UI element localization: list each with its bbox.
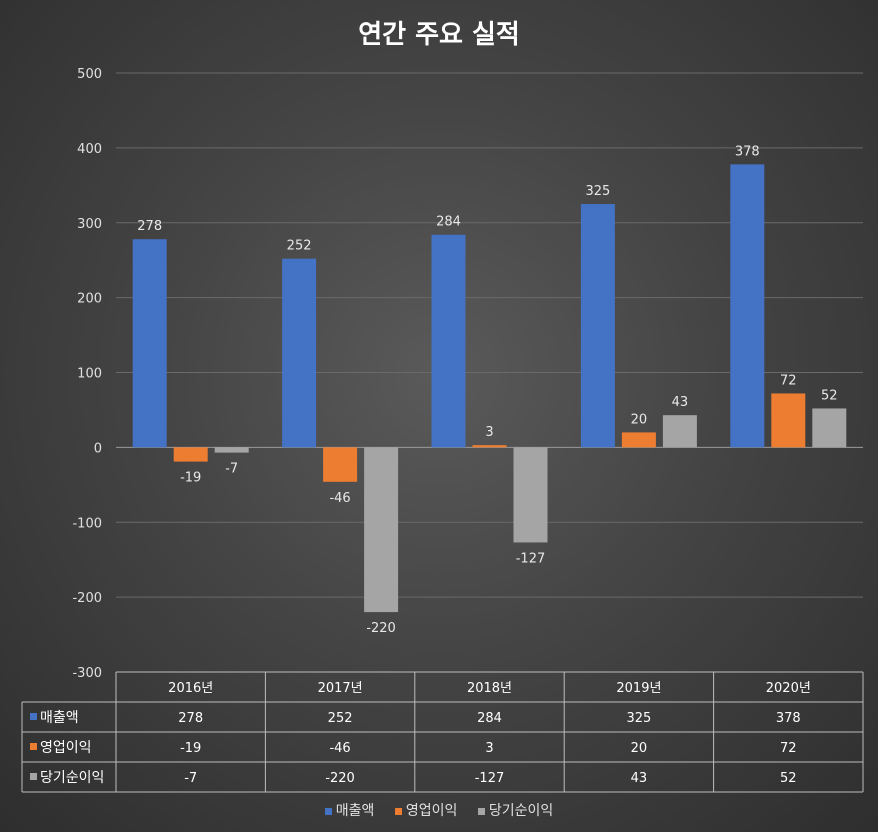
bar (513, 447, 548, 543)
table-cell: 3 (485, 741, 493, 756)
bar (621, 432, 656, 448)
table-cell: 52 (780, 771, 797, 786)
table-cell: -7 (184, 771, 197, 786)
table-row-label: 매출액 (40, 710, 79, 726)
table-cell: -127 (475, 771, 505, 786)
table-cell: -46 (329, 741, 350, 756)
legend-swatch-net-income (477, 807, 485, 815)
data-label: 52 (821, 388, 838, 403)
data-label: 20 (631, 412, 648, 427)
bar (132, 239, 167, 448)
table-cell: 325 (626, 711, 651, 726)
bar (323, 447, 358, 482)
chart-legend: 매출액 영업이익 당기순이익 (0, 800, 878, 820)
data-label: -19 (180, 471, 201, 486)
table-cell: 43 (631, 771, 648, 786)
y-tick-label: -300 (72, 666, 102, 681)
table-legend-swatch (30, 773, 37, 780)
y-tick-label: -100 (72, 516, 102, 531)
data-label: -127 (516, 551, 546, 566)
x-tick-label: 2016년 (168, 681, 213, 696)
legend-swatch-sales (324, 807, 332, 815)
table-legend-swatch (30, 743, 37, 750)
table-cell: 284 (477, 711, 502, 726)
table-cell: 20 (631, 741, 648, 756)
table-cell: 252 (328, 711, 353, 726)
data-label: 378 (735, 144, 760, 159)
legend-item-sales: 매출액 (324, 800, 375, 820)
bar (771, 393, 806, 448)
legend-label-sales: 매출액 (335, 803, 375, 819)
legend-label-net-income: 당기순이익 (488, 803, 554, 819)
table-cell: 378 (776, 711, 801, 726)
table-row-label: 영업이익 (40, 740, 92, 756)
y-tick-label: 400 (77, 142, 102, 157)
data-label: 284 (436, 215, 461, 230)
data-label: 72 (780, 373, 797, 388)
chart-title: 연간 주요 실적 (358, 20, 520, 50)
legend-label-operating-profit: 영업이익 (405, 803, 458, 819)
x-tick-label: 2019년 (616, 681, 661, 696)
data-label: -220 (366, 621, 396, 636)
bar (730, 164, 765, 448)
y-tick-label: -200 (72, 591, 102, 606)
y-tick-label: 100 (77, 367, 102, 382)
data-label: 3 (485, 425, 493, 440)
data-label: 43 (672, 395, 689, 410)
x-tick-label: 2018년 (467, 681, 512, 696)
bar (662, 415, 697, 448)
y-tick-label: 200 (77, 292, 102, 307)
bar (364, 447, 399, 613)
x-tick-label: 2017년 (318, 681, 363, 696)
y-tick-label: 300 (77, 217, 102, 232)
table-cell: -220 (325, 771, 355, 786)
table-row-label: 당기순이익 (40, 770, 104, 786)
bar (173, 447, 208, 462)
data-label: -7 (225, 462, 238, 477)
bar (812, 408, 847, 448)
data-label: 252 (287, 239, 312, 254)
table-cell: 278 (178, 711, 203, 726)
legend-swatch-operating-profit (394, 807, 402, 815)
bar (214, 447, 249, 453)
table-cell: -19 (180, 741, 201, 756)
legend-item-net-income: 당기순이익 (477, 800, 554, 820)
bar (431, 234, 466, 448)
bar (282, 258, 317, 448)
table-legend-swatch (30, 713, 37, 720)
x-tick-label: 2020년 (766, 681, 811, 696)
data-label: 325 (585, 184, 610, 199)
data-label: -46 (329, 491, 350, 506)
legend-item-operating-profit: 영업이익 (394, 800, 458, 820)
bar (580, 204, 615, 448)
y-tick-label: 500 (77, 67, 102, 82)
y-tick-label: 0 (94, 441, 102, 456)
table-cell: 72 (780, 741, 797, 756)
bar (472, 445, 507, 448)
data-label: 278 (137, 219, 162, 234)
